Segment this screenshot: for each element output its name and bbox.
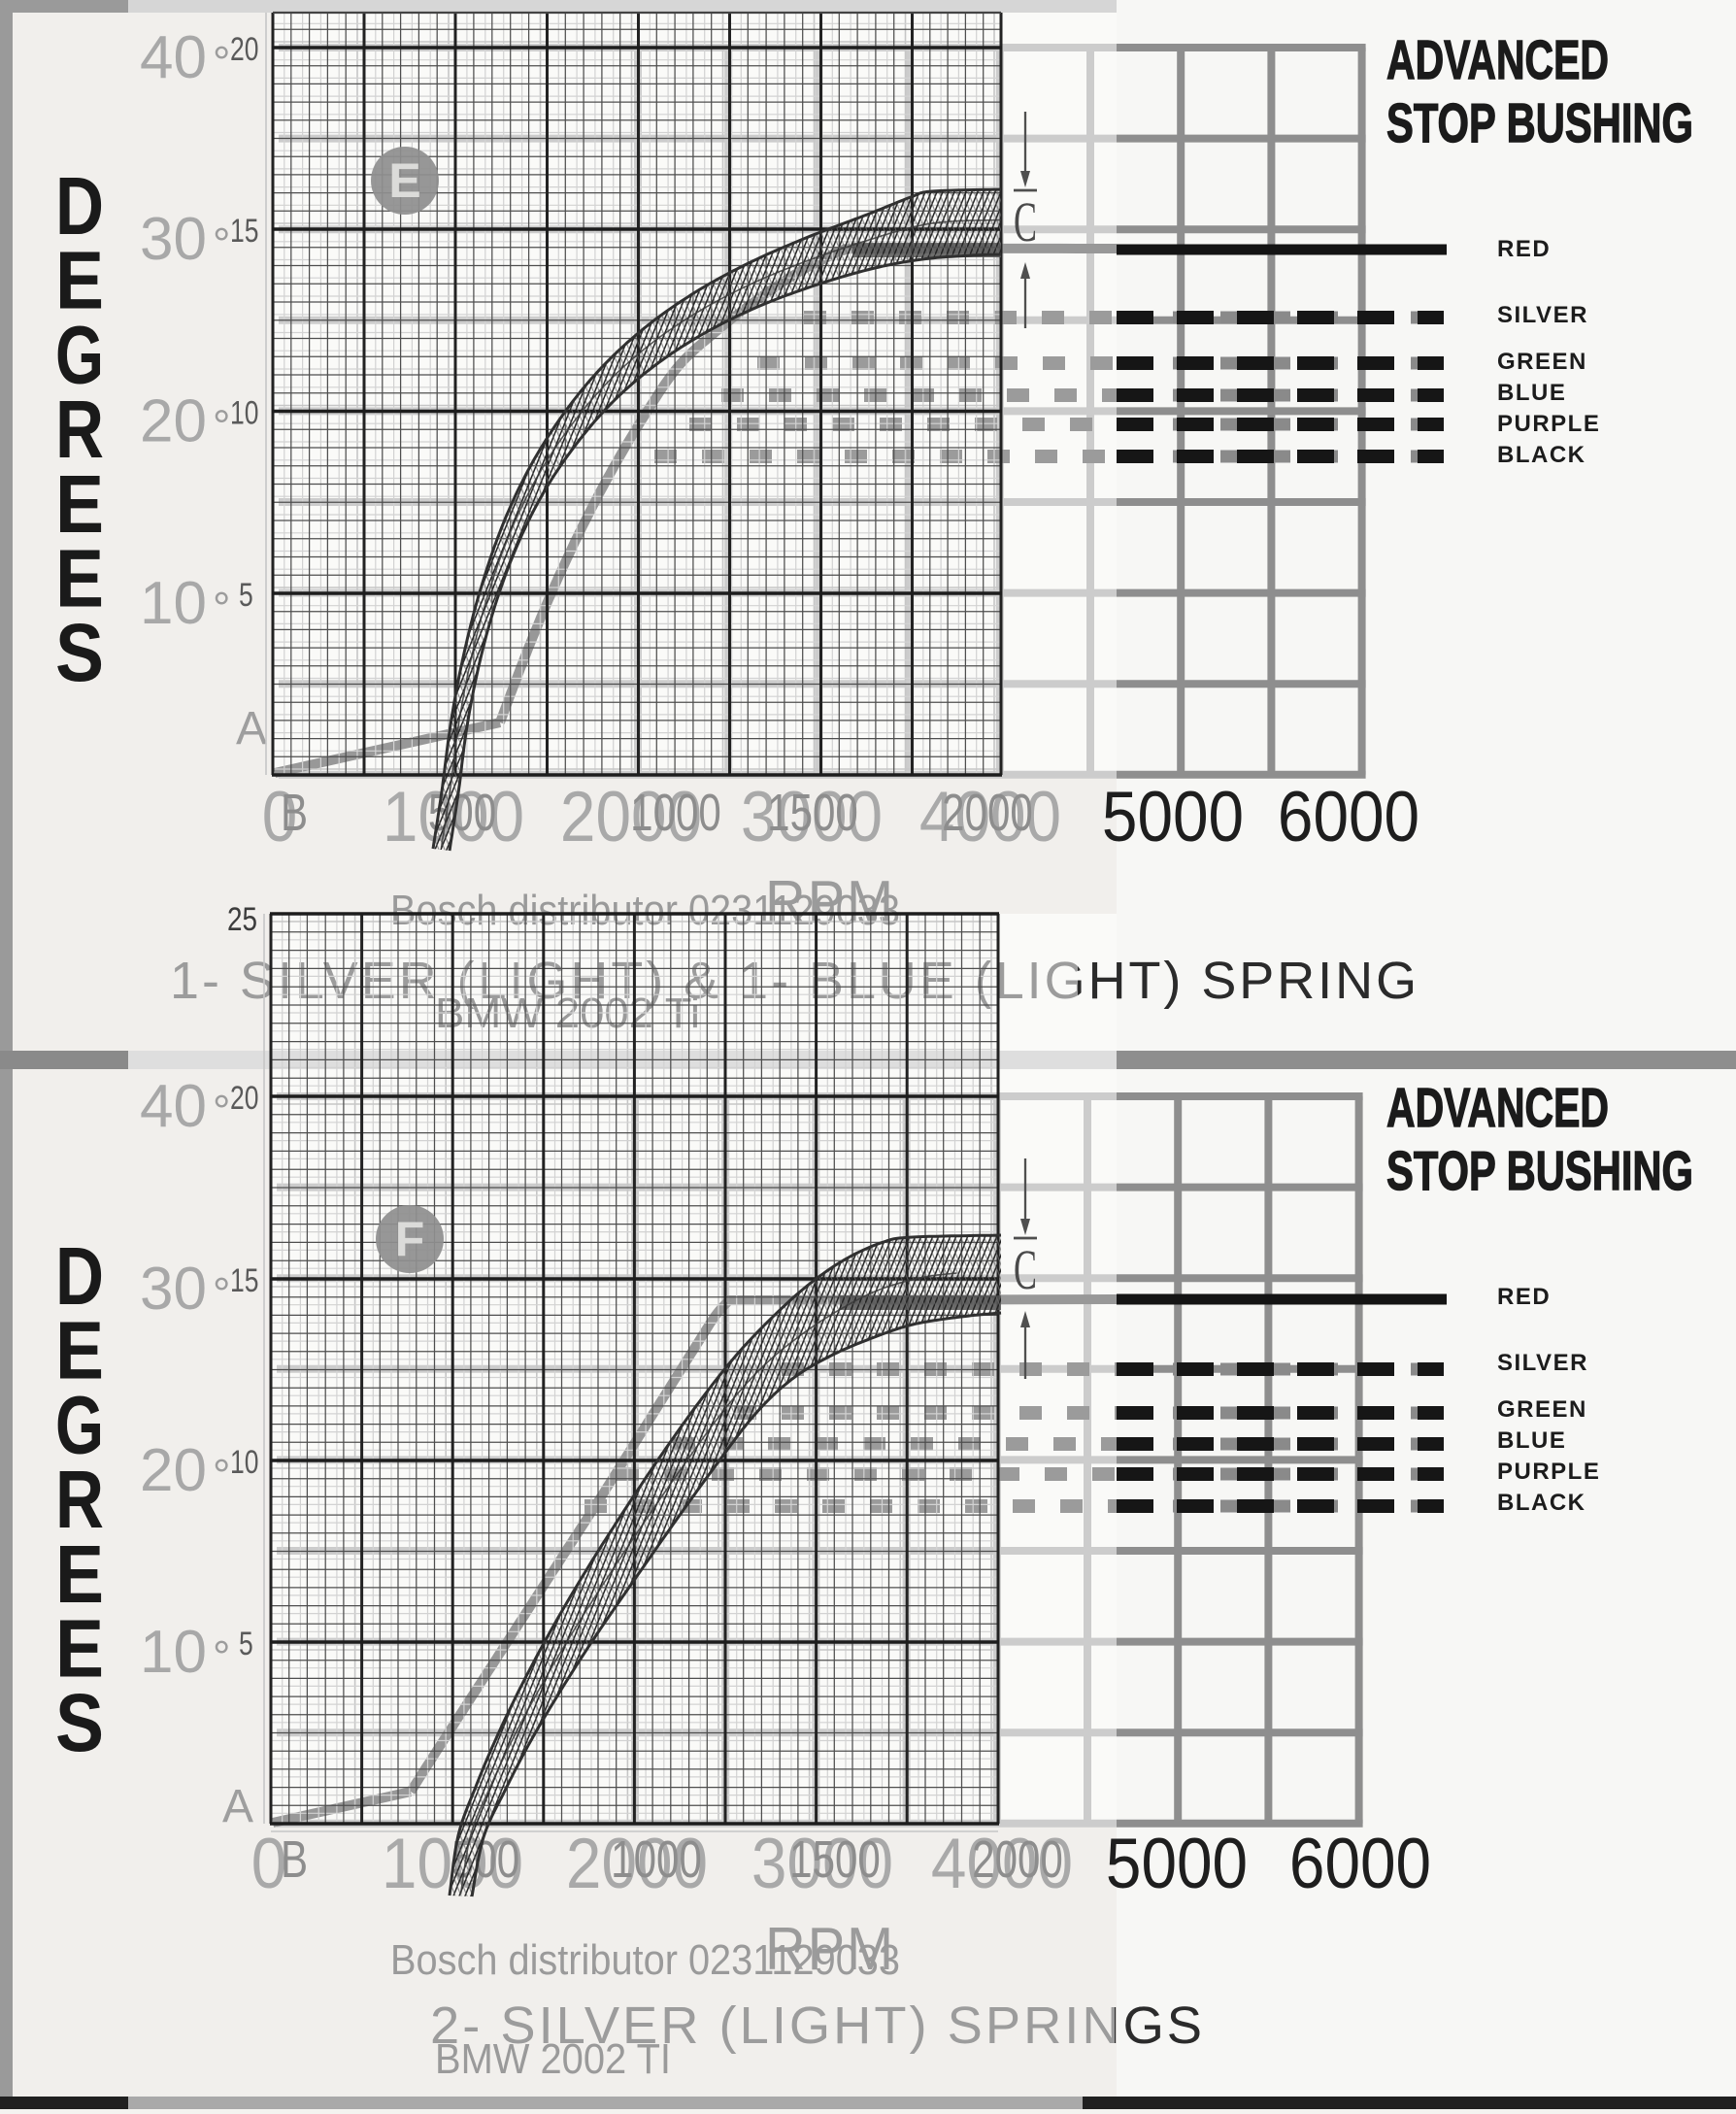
svg-text:5000: 5000 bbox=[1106, 1824, 1248, 1903]
svg-text:BLACK: BLACK bbox=[1497, 1490, 1586, 1516]
svg-text:15: 15 bbox=[230, 213, 259, 250]
svg-text:GREEN: GREEN bbox=[1497, 1396, 1587, 1423]
svg-text:2000: 2000 bbox=[972, 1830, 1063, 1889]
svg-text:RED: RED bbox=[1497, 1284, 1551, 1310]
svg-text:E: E bbox=[55, 533, 104, 624]
svg-text:G: G bbox=[55, 309, 104, 400]
svg-text:S: S bbox=[55, 1677, 104, 1768]
svg-text:E: E bbox=[388, 153, 420, 208]
svg-text:SILVER: SILVER bbox=[1497, 302, 1588, 328]
svg-text:B: B bbox=[281, 784, 308, 842]
svg-text:°: ° bbox=[213, 1450, 230, 1500]
svg-text:40: 40 bbox=[140, 1073, 207, 1140]
svg-text:2000: 2000 bbox=[566, 1824, 708, 1903]
svg-text:D: D bbox=[55, 1230, 104, 1322]
svg-text:10: 10 bbox=[230, 1444, 259, 1481]
svg-text:40: 40 bbox=[140, 24, 207, 91]
svg-text:20: 20 bbox=[140, 1437, 207, 1504]
svg-text:Bosch distributor 0231129033: Bosch distributor 0231129033 bbox=[390, 1936, 900, 1984]
svg-text:F: F bbox=[395, 1212, 425, 1266]
svg-text:GREEN: GREEN bbox=[1497, 349, 1587, 375]
svg-text:C: C bbox=[1014, 1240, 1037, 1302]
svg-text:B: B bbox=[281, 1830, 308, 1889]
svg-text:1000: 1000 bbox=[611, 1830, 702, 1889]
svg-text:A: A bbox=[222, 1781, 253, 1832]
svg-text:6000: 6000 bbox=[1289, 1824, 1431, 1903]
svg-text:2000: 2000 bbox=[560, 777, 702, 856]
svg-text:10: 10 bbox=[140, 1619, 207, 1686]
svg-text:E: E bbox=[55, 1603, 104, 1695]
svg-text:1000: 1000 bbox=[630, 784, 721, 842]
svg-text:0: 0 bbox=[262, 777, 298, 856]
svg-text:4000: 4000 bbox=[919, 777, 1061, 856]
svg-text:3000: 3000 bbox=[751, 1824, 893, 1903]
svg-text:10: 10 bbox=[140, 570, 207, 637]
svg-text:STOP BUSHING: STOP BUSHING bbox=[1386, 1140, 1693, 1202]
svg-text:R: R bbox=[55, 384, 104, 475]
svg-text:20: 20 bbox=[230, 31, 259, 68]
svg-text:RPM: RPM bbox=[765, 869, 895, 936]
svg-text:0: 0 bbox=[251, 1824, 287, 1903]
svg-text:5: 5 bbox=[239, 577, 253, 614]
svg-text:°: ° bbox=[213, 1268, 230, 1319]
svg-text:SILVER: SILVER bbox=[1497, 1350, 1588, 1376]
svg-text:S: S bbox=[55, 607, 104, 698]
svg-text:ADVANCED: ADVANCED bbox=[1386, 1077, 1609, 1139]
svg-text:1500: 1500 bbox=[789, 1830, 881, 1889]
svg-text:A: A bbox=[236, 703, 267, 755]
svg-text:3000: 3000 bbox=[741, 777, 883, 856]
svg-text:6000: 6000 bbox=[1278, 777, 1419, 856]
svg-text:1500: 1500 bbox=[767, 784, 858, 842]
svg-text:C: C bbox=[1014, 192, 1037, 254]
svg-text:RPM: RPM bbox=[765, 1916, 895, 1983]
svg-text:°: ° bbox=[213, 37, 230, 87]
svg-text:30: 30 bbox=[140, 1256, 207, 1323]
svg-text:30: 30 bbox=[140, 206, 207, 273]
svg-text:2- SILVER (LIGHT) SPRINGS: 2- SILVER (LIGHT) SPRINGS bbox=[430, 1997, 1205, 2055]
svg-text:BLUE: BLUE bbox=[1497, 1427, 1566, 1454]
svg-text:25: 25 bbox=[227, 900, 257, 937]
svg-text:E: E bbox=[55, 458, 104, 550]
svg-text:E: E bbox=[55, 1305, 104, 1396]
svg-text:BMW 2002 TI: BMW 2002 TI bbox=[435, 2035, 671, 2083]
svg-text:20: 20 bbox=[230, 1080, 259, 1117]
svg-text:2000: 2000 bbox=[942, 784, 1033, 842]
svg-text:PURPLE: PURPLE bbox=[1497, 1459, 1600, 1485]
svg-text:E: E bbox=[55, 1528, 104, 1620]
svg-text:E: E bbox=[55, 235, 104, 326]
svg-text:D: D bbox=[55, 160, 104, 252]
svg-text:°: ° bbox=[213, 1631, 230, 1682]
svg-text:20: 20 bbox=[140, 388, 207, 455]
svg-text:BLUE: BLUE bbox=[1497, 380, 1566, 406]
svg-text:BLACK: BLACK bbox=[1497, 442, 1586, 468]
svg-text:ADVANCED: ADVANCED bbox=[1386, 29, 1609, 91]
svg-text:2- SILVER (LIGHT) SPRINGS: 2- SILVER (LIGHT) SPRINGS bbox=[430, 1997, 1205, 2055]
svg-text:PURPLE: PURPLE bbox=[1497, 411, 1600, 437]
svg-text:°: ° bbox=[213, 583, 230, 633]
svg-text:G: G bbox=[55, 1379, 104, 1470]
svg-text:R: R bbox=[55, 1454, 104, 1545]
svg-text:RED: RED bbox=[1497, 236, 1551, 262]
svg-text:°: ° bbox=[213, 218, 230, 269]
svg-text:STOP BUSHING: STOP BUSHING bbox=[1386, 92, 1693, 154]
svg-text:1- SILVER (LIGHT) & 1- BLUE (L: 1- SILVER (LIGHT) & 1- BLUE (LIGHT) SPRI… bbox=[170, 952, 1419, 1010]
svg-text:15: 15 bbox=[230, 1262, 259, 1299]
svg-text:1- SILVER (LIGHT) & 1- BLUE (L: 1- SILVER (LIGHT) & 1- BLUE (LIGHT) SPRI… bbox=[170, 952, 1419, 1010]
svg-text:°: ° bbox=[213, 1086, 230, 1136]
svg-text:5000: 5000 bbox=[1102, 777, 1244, 856]
svg-text:5: 5 bbox=[239, 1626, 253, 1662]
svg-text:10: 10 bbox=[230, 394, 259, 431]
svg-text:°: ° bbox=[213, 401, 230, 452]
svg-text:4000: 4000 bbox=[931, 1824, 1073, 1903]
